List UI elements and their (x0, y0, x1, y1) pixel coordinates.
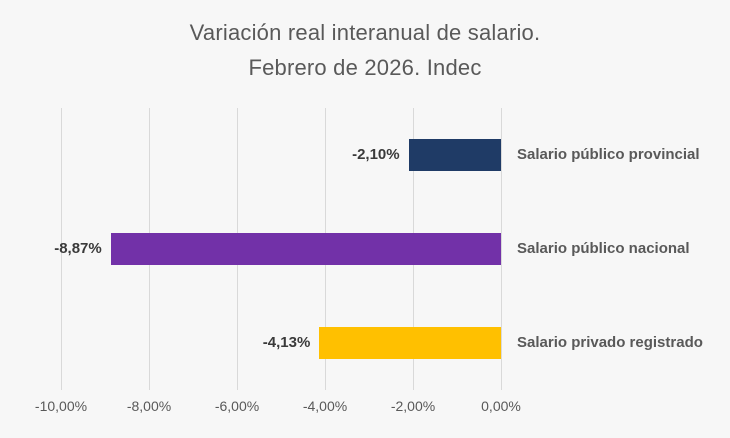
chart-title: Variación real interanual de salario. Fe… (0, 15, 730, 85)
bar-category-label: Salario público nacional (517, 240, 690, 257)
bar (319, 327, 501, 359)
bar-value-label: -8,87% (54, 240, 102, 257)
bar-value-label: -4,13% (262, 334, 311, 351)
bar-category-label: Salario público provincial (517, 146, 700, 163)
x-tick-label: 0,00% (481, 398, 521, 414)
x-tick-label: -4,00% (302, 398, 348, 414)
bar-value-label: -2,10% (352, 146, 400, 163)
x-tick-label: -8,00% (126, 398, 172, 414)
bar (110, 233, 501, 265)
plot-area: -2,10% Salario público provincial -8,87% Sa… (54, 108, 703, 390)
x-tick-label: -6,00% (214, 398, 260, 414)
x-axis: -10,00% -8,00% -6,00% -4,00% -2,00% 0,00% (35, 398, 521, 422)
x-tick-label: -10,00% (34, 398, 88, 414)
x-tick-label: -2,00% (390, 398, 436, 414)
bar-category-label: Salario privado registrado (517, 334, 703, 351)
chart-title-line1: Variación real interanual de salario. (189, 20, 541, 45)
bar (408, 139, 501, 171)
gridline (60, 108, 62, 390)
chart-title-line2: Febrero de 2026. Indec (248, 55, 482, 80)
gridline (500, 108, 502, 390)
